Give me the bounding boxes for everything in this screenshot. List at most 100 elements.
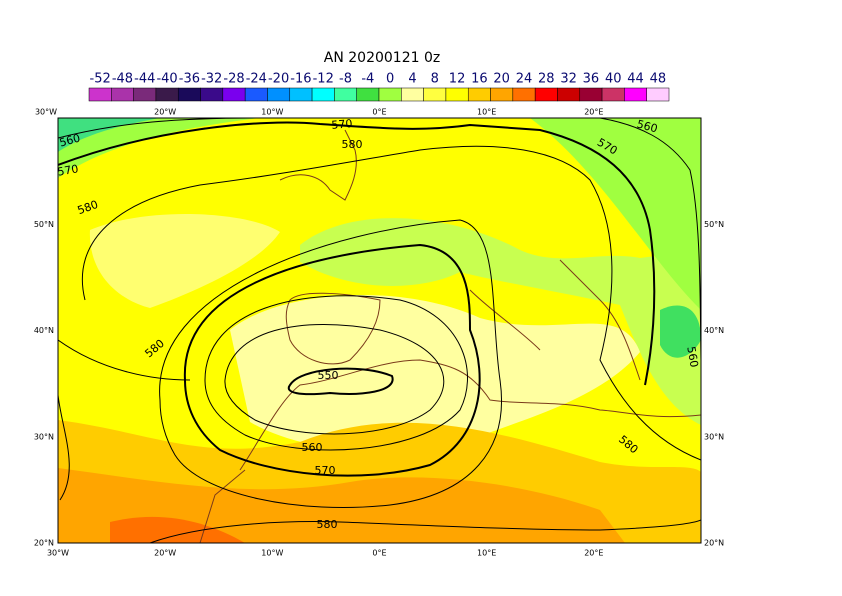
- colorbar-swatch: [490, 87, 514, 102]
- lon-label: 10°W: [261, 108, 283, 117]
- contour-label: 570: [315, 464, 336, 477]
- lon-label: 20°W: [154, 108, 176, 117]
- colorbar-label: 12: [449, 72, 466, 87]
- lat-label: 30°N: [34, 432, 54, 441]
- lat-label: 40°N: [704, 326, 724, 335]
- contour-label: 560: [302, 441, 323, 454]
- colorbar-swatch: [200, 87, 224, 102]
- colorbar-label: 28: [538, 72, 555, 87]
- field-patch: [530, 118, 701, 310]
- lon-label: 10°E: [477, 549, 496, 558]
- lat-label: 50°N: [704, 220, 724, 229]
- contour: [58, 121, 656, 386]
- contour-label: 580: [317, 518, 338, 531]
- colorbar-label: 40: [605, 72, 622, 87]
- colorbar-swatch: [445, 87, 469, 102]
- colorbar-swatch: [624, 87, 647, 102]
- lon-label: 0°E: [372, 549, 386, 558]
- colorbar-label: -28: [223, 72, 244, 87]
- colorbar-label: -32: [201, 72, 222, 87]
- colorbar-label: -48: [112, 72, 133, 87]
- field-patch: [58, 118, 160, 152]
- field-patch: [300, 218, 701, 425]
- lat-label: 20°N: [34, 539, 54, 548]
- map-title: AN 20200121 0z: [324, 50, 440, 66]
- colorbar-swatch: [579, 87, 603, 102]
- colorbar-swatch: [646, 87, 670, 102]
- colorbar-swatch: [401, 87, 424, 102]
- colorbar-label: -44: [134, 72, 155, 87]
- lon-label: 10°W: [261, 549, 283, 558]
- colorbar-label: 4: [408, 72, 416, 87]
- map-frame: [57, 117, 702, 544]
- lat-label: 40°N: [34, 326, 54, 335]
- lon-label: 20°E: [584, 108, 603, 117]
- field-patch: [110, 516, 245, 543]
- colorbar-swatch: [289, 87, 313, 102]
- colorbar-swatch: [222, 87, 246, 102]
- lon-label: 30°W: [47, 549, 69, 558]
- colorbar-swatch: [534, 87, 558, 102]
- contour: [287, 367, 394, 396]
- lat-label: 20°N: [704, 539, 724, 548]
- lat-label: 50°N: [34, 220, 54, 229]
- coastline: [199, 129, 701, 543]
- colorbar-swatch: [155, 87, 179, 102]
- colorbar-swatch: [177, 87, 201, 102]
- contour: [58, 339, 701, 543]
- field-patch: [230, 295, 640, 452]
- colorbar-swatch: [512, 87, 536, 102]
- contour: [183, 243, 481, 477]
- colorbar-label: -24: [246, 72, 267, 87]
- colorbar-swatch: [311, 87, 335, 102]
- colorbar-label: 0: [386, 72, 394, 87]
- colorbar-swatch: [467, 87, 491, 102]
- colorbar-swatch: [334, 87, 357, 102]
- colorbar-label: 32: [560, 72, 577, 87]
- colorbar-label: 8: [431, 72, 439, 87]
- colorbar-swatch: [356, 87, 380, 102]
- colorbar-swatch: [423, 87, 447, 102]
- colorbar-swatch: [133, 87, 157, 102]
- colorbar: -52 -48 -44 -40 -36 -32 -28 -24 -20 -16 -12 -8 -4 0 4 8…: [88, 72, 670, 102]
- contour-label: 580: [342, 138, 363, 151]
- lon-label: 20°W: [154, 549, 176, 558]
- contour: [81, 145, 701, 461]
- contour-label: 550: [318, 369, 339, 382]
- colorbar-swatch: [111, 87, 134, 102]
- contour-label: 570: [331, 117, 353, 132]
- colorbar-label: 48: [650, 72, 667, 87]
- contour: [224, 323, 445, 435]
- contour: [204, 295, 468, 451]
- colorbar-label: -20: [268, 72, 289, 87]
- lon-label: 30°W: [35, 108, 57, 117]
- colorbar-label: -52: [90, 72, 111, 87]
- colorbar-swatch: [557, 87, 581, 102]
- colorbar-label: -36: [179, 72, 200, 87]
- colorbar-swatch: [378, 87, 402, 102]
- colorbar-label: 36: [583, 72, 600, 87]
- colorbar-swatch: [601, 87, 625, 102]
- lon-label: 20°E: [584, 549, 603, 558]
- field-patch: [58, 118, 260, 178]
- colorbar-label: -8: [339, 72, 352, 87]
- colorbar-label: 44: [627, 72, 644, 87]
- contour-label: 560: [684, 345, 700, 368]
- map-axes: 30°W 20°W 10°W 0°E 10°E 20°E 30°W 20°W 10°W 0°E 10…: [34, 108, 724, 558]
- colorbar-swatch: [244, 87, 268, 102]
- colorbar-label: 16: [471, 72, 488, 87]
- contour-label: 570: [56, 162, 79, 178]
- colorbar-label: -16: [290, 72, 311, 87]
- field-patch: [89, 213, 280, 308]
- colorbar-label: -4: [361, 72, 374, 87]
- colorbar-label: -12: [313, 72, 334, 87]
- field-patch: [660, 305, 701, 358]
- colorbar-label: -40: [156, 72, 177, 87]
- map-field: 5705805605705805605705805505605705805805…: [56, 117, 701, 543]
- contour-label: 560: [58, 132, 82, 150]
- lat-label: 30°N: [704, 432, 724, 441]
- colorbar-swatch: [267, 87, 291, 102]
- colorbar-label: 20: [493, 72, 510, 87]
- lon-label: 10°E: [477, 108, 496, 117]
